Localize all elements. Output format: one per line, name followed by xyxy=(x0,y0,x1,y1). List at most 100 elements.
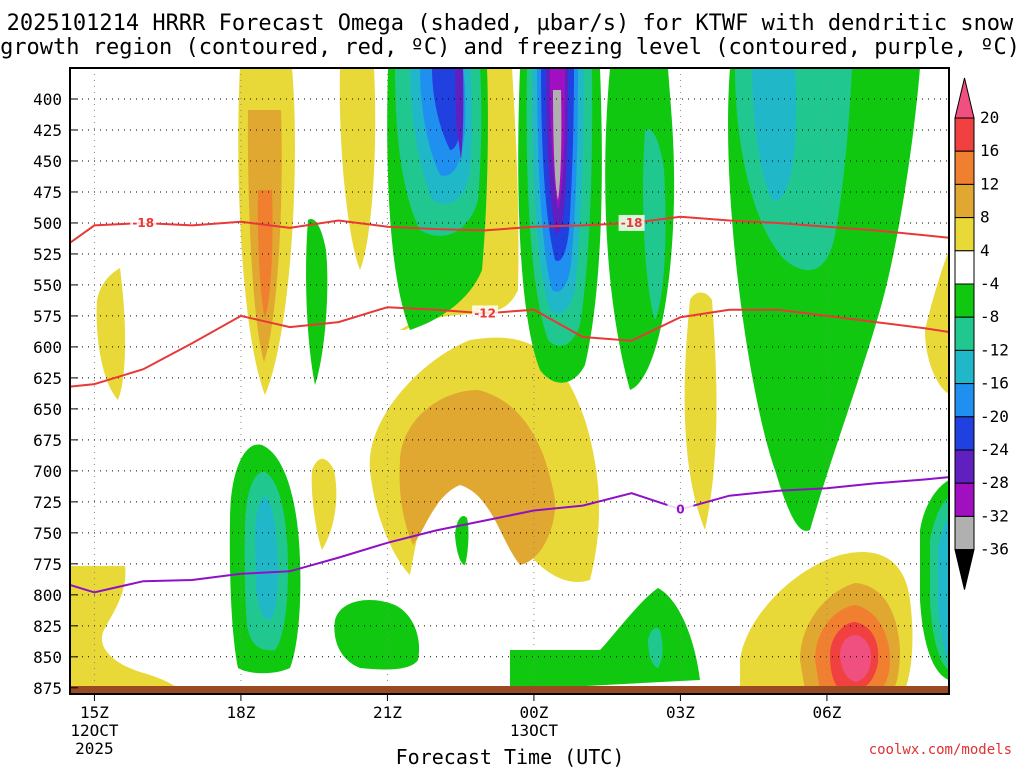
y-tick-label: 800 xyxy=(33,586,62,605)
colorbar-label: -8 xyxy=(980,307,999,326)
dgz-upper-contour-label-bg xyxy=(618,214,645,231)
credit-annotation: coolwx.com/models xyxy=(869,742,1012,758)
x-axis-label: Forecast Time (UTC) xyxy=(396,745,625,768)
colorbar-label: -4 xyxy=(980,274,999,293)
omega-negative-area xyxy=(648,628,663,668)
omega-negative-area xyxy=(432,68,463,150)
x-tick-date: 12OCT xyxy=(70,721,119,740)
y-tick-label: 525 xyxy=(33,245,62,264)
colorbar-segment xyxy=(954,316,975,351)
chart-title-line2: growth region (contoured, red, ºC) and f… xyxy=(0,35,1020,60)
colorbar-segment xyxy=(954,383,975,418)
x-tick-date: 13OCT xyxy=(510,721,559,740)
dgz-upper-contour-line xyxy=(70,215,949,244)
omega-positive-area xyxy=(399,390,556,565)
colorbar-segment xyxy=(954,183,975,219)
colorbar-segment xyxy=(954,416,975,451)
colorbar-label: -16 xyxy=(980,374,1009,393)
y-tick-label: 775 xyxy=(33,555,62,574)
gridlines xyxy=(70,68,949,694)
colorbar-segment xyxy=(954,283,975,318)
x-tick-label: 21Z xyxy=(373,703,402,722)
omega-positive-area xyxy=(311,458,337,550)
omega-negative-area xyxy=(643,129,666,320)
colorbar-label: -28 xyxy=(980,473,1009,492)
x-tick-label: 06Z xyxy=(812,703,841,722)
chart-title-line1: 2025101214 HRRR Forecast Omega (shaded, … xyxy=(7,11,1014,36)
colorbar-label: -36 xyxy=(980,540,1009,559)
colorbar-label: 20 xyxy=(980,108,999,127)
dgz-lower-contour-label: -12 xyxy=(474,306,496,320)
omega-positive-area xyxy=(96,268,126,400)
y-axis: 400 425 450 475 500 525 550 575 600 625 650 675 700 7… xyxy=(33,90,78,698)
y-tick-label: 750 xyxy=(33,524,62,543)
y-tick-label: 875 xyxy=(33,679,62,698)
terrain-ground xyxy=(70,686,949,694)
omega-negative-area xyxy=(455,515,469,565)
omega-negative-area xyxy=(510,588,700,690)
colorbar-segment xyxy=(954,250,975,285)
omega-positive-area xyxy=(257,190,273,318)
colorbar-segment xyxy=(954,482,975,517)
dgz-upper-contour-label-bg xyxy=(130,214,157,231)
y-tick-label: 825 xyxy=(33,617,62,636)
omega-negative-area xyxy=(334,600,420,670)
y-tick-label: 425 xyxy=(33,121,62,140)
colorbar: 20 16 12 8 4 -4 -8 -12 -16 -20 -24 -28 -32 -36 xyxy=(954,77,1009,590)
y-tick-label: 600 xyxy=(33,338,62,357)
y-tick-label: 725 xyxy=(33,493,62,512)
omega-negative-area xyxy=(938,518,949,660)
y-tick-label: 675 xyxy=(33,431,62,450)
colorbar-bottom-arrow xyxy=(954,549,975,590)
y-tick-label: 625 xyxy=(33,369,62,388)
plot-frame xyxy=(69,67,950,695)
omega-negative-area xyxy=(306,219,328,385)
y-tick-label: 550 xyxy=(33,276,62,295)
temperature-contours: -18 -18 -12 0 xyxy=(70,214,949,594)
dgz-lower-contour-label-bg xyxy=(472,305,499,322)
y-tick-label: 850 xyxy=(33,648,62,667)
x-tick-year: 2025 xyxy=(75,739,114,758)
colorbar-label: -12 xyxy=(980,340,1009,359)
colorbar-top-arrow xyxy=(954,77,975,119)
y-tick-label: 500 xyxy=(33,214,62,233)
colorbar-label: 4 xyxy=(980,241,990,260)
colorbar-label: -32 xyxy=(980,506,1009,525)
y-tick-label: 650 xyxy=(33,400,62,419)
colorbar-segment xyxy=(954,349,975,385)
omega-positive-area xyxy=(400,68,519,330)
colorbar-segment xyxy=(954,217,975,252)
y-tick-label: 400 xyxy=(33,90,62,109)
freezing-level-contour-label: 0 xyxy=(676,502,684,516)
omega-negative-area xyxy=(553,90,562,200)
colorbar-label: 16 xyxy=(980,141,999,160)
y-tick-label: 575 xyxy=(33,307,62,326)
x-tick-label: 18Z xyxy=(226,703,255,722)
dgz-lower-contour-line xyxy=(70,306,949,388)
omega-positive-area xyxy=(339,68,376,270)
colorbar-label: -24 xyxy=(980,440,1009,459)
plot-area: -18 -18 -12 0 xyxy=(70,68,949,694)
y-tick-label: 700 xyxy=(33,462,62,481)
omega-negative-area xyxy=(752,68,797,201)
colorbar-segment xyxy=(954,449,975,484)
omega-negative-area xyxy=(255,496,278,620)
colorbar-segment xyxy=(954,515,975,551)
freezing-level-contour-line xyxy=(70,476,949,594)
dgz-upper-contour-label: -18 xyxy=(132,216,154,230)
dgz-upper-contour-label: -18 xyxy=(621,216,643,230)
y-tick-label: 450 xyxy=(33,152,62,171)
omega-positive-area xyxy=(70,566,180,690)
omega-positive-area xyxy=(840,635,872,682)
colorbar-segment xyxy=(954,117,975,152)
y-tick-label: 475 xyxy=(33,183,62,202)
freezing-level-contour-label-bg xyxy=(667,501,694,518)
x-tick-label: 15Z xyxy=(80,703,109,722)
omega-positive-area xyxy=(684,292,717,530)
colorbar-segment xyxy=(954,150,975,185)
x-tick-label: 00Z xyxy=(519,703,548,722)
omega-positive-area xyxy=(925,250,949,394)
x-tick-label: 03Z xyxy=(666,703,695,722)
